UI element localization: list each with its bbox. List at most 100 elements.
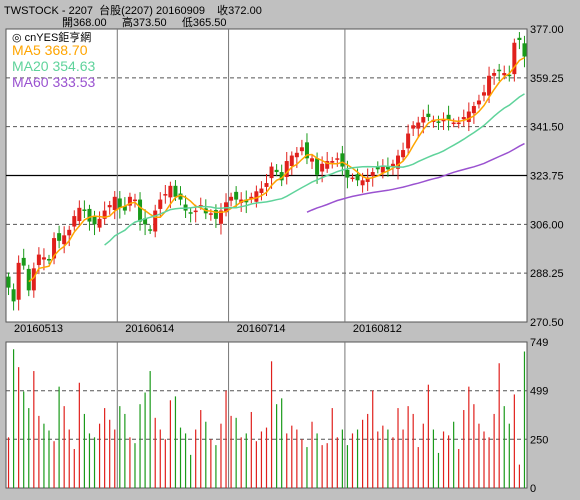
- candle-body: [148, 229, 153, 231]
- candle-body: [163, 194, 168, 196]
- candle-body: [31, 268, 36, 291]
- candle-body: [325, 161, 330, 169]
- chart-header-title: TWSTOCK - 2207 台股(2207) 20160909 收372.00: [4, 5, 262, 17]
- candle-body: [72, 216, 77, 227]
- candle-body: [97, 218, 102, 228]
- candle-body: [345, 169, 350, 178]
- candle-body: [52, 238, 57, 259]
- candle-body: [426, 113, 431, 118]
- volume-axis-tick-label: 499: [530, 386, 548, 398]
- date-axis-label: 20160513: [14, 323, 63, 335]
- candle-body: [208, 213, 213, 215]
- candle-body: [335, 158, 340, 160]
- price-axis-tick-label: 377.00: [530, 24, 564, 36]
- candle-body: [229, 196, 234, 201]
- candle-body: [304, 142, 309, 159]
- candle-body: [193, 210, 198, 213]
- candle-body: [264, 183, 269, 187]
- candle-body: [77, 207, 82, 222]
- candle-body: [289, 155, 294, 167]
- candle-body: [340, 153, 345, 167]
- ma60-line: [306, 142, 525, 213]
- candle-body: [299, 147, 304, 152]
- candle-body: [117, 198, 122, 208]
- candle-body: [456, 122, 461, 125]
- candle-body: [112, 196, 117, 211]
- candle-body: [254, 191, 259, 202]
- candle-body: [132, 199, 137, 202]
- volume-axis-tick-label: 0: [530, 483, 536, 495]
- price-axis-tick-label: 270.50: [530, 317, 564, 329]
- candle-body: [279, 172, 284, 181]
- candle-body: [218, 210, 223, 224]
- candle-body: [67, 229, 72, 236]
- candle-body: [441, 119, 446, 122]
- candle-body: [310, 158, 315, 162]
- candle-body: [421, 117, 426, 123]
- candle-body: [492, 73, 497, 76]
- candle-body: [21, 257, 26, 266]
- price-axis-tick-label: 341.50: [530, 122, 564, 134]
- candle-body: [461, 117, 466, 120]
- price-axis-tick-label: 288.25: [530, 268, 564, 280]
- candle-body: [82, 209, 87, 211]
- candle-body: [153, 210, 158, 232]
- candle-body: [36, 254, 41, 266]
- candle-body: [451, 122, 456, 125]
- candle-body: [482, 92, 487, 96]
- volume-axis-tick-label: 250: [530, 434, 548, 446]
- candle-body: [62, 235, 67, 245]
- candle-body: [26, 268, 31, 291]
- ma5-line: [28, 56, 525, 283]
- candle-body: [360, 180, 365, 186]
- price-axis-tick-label: 306.00: [530, 219, 564, 231]
- candle-body: [244, 199, 249, 203]
- candle-body: [350, 177, 355, 180]
- candle-body: [294, 152, 299, 158]
- candle-body: [315, 158, 320, 175]
- candle-body: [57, 233, 62, 241]
- candle-body: [107, 205, 112, 208]
- candle-body: [396, 155, 401, 169]
- candle-body: [173, 185, 178, 197]
- candle-body: [390, 163, 395, 167]
- price-axis-tick-label: 359.25: [530, 73, 564, 85]
- candle-body: [158, 199, 163, 209]
- candle-body: [512, 42, 517, 75]
- candle-body: [370, 172, 375, 176]
- volume-axis-tick-label: 749: [530, 337, 548, 349]
- candle-body: [476, 100, 481, 105]
- candle-body: [87, 208, 92, 222]
- chart-header-ohlc: 開368.00 高373.50 低365.50: [62, 17, 227, 29]
- candle-body: [436, 121, 441, 123]
- candle-body: [178, 193, 183, 200]
- candle-body: [522, 43, 527, 57]
- candle-body: [213, 210, 218, 219]
- candle-body: [41, 257, 46, 260]
- candle-body: [274, 169, 279, 173]
- candle-body: [502, 73, 507, 76]
- date-axis-label: 20160714: [237, 323, 286, 335]
- candle-body: [380, 166, 385, 173]
- candle-body: [466, 111, 471, 122]
- date-axis-label: 20160812: [353, 323, 402, 335]
- candle-body: [355, 174, 360, 181]
- candle-body: [411, 125, 416, 129]
- candle-body: [138, 199, 143, 222]
- candle-body: [234, 191, 239, 200]
- ma20-line: [104, 93, 525, 246]
- cnyes-logo-text: ◎ cnYES鉅亨網: [12, 32, 92, 44]
- candle-body: [102, 210, 107, 219]
- candle-body: [416, 122, 421, 129]
- candle-body: [188, 212, 193, 214]
- candle-body: [122, 206, 127, 211]
- candle-body: [143, 218, 148, 225]
- candle-body: [92, 216, 97, 225]
- candle-body: [16, 262, 21, 300]
- candle-body: [127, 196, 132, 206]
- candle-body: [6, 276, 11, 288]
- legend-ma60: MA60 333.53: [12, 74, 96, 90]
- legend-ma20: MA20 354.63: [12, 58, 96, 74]
- candle-body: [487, 75, 492, 96]
